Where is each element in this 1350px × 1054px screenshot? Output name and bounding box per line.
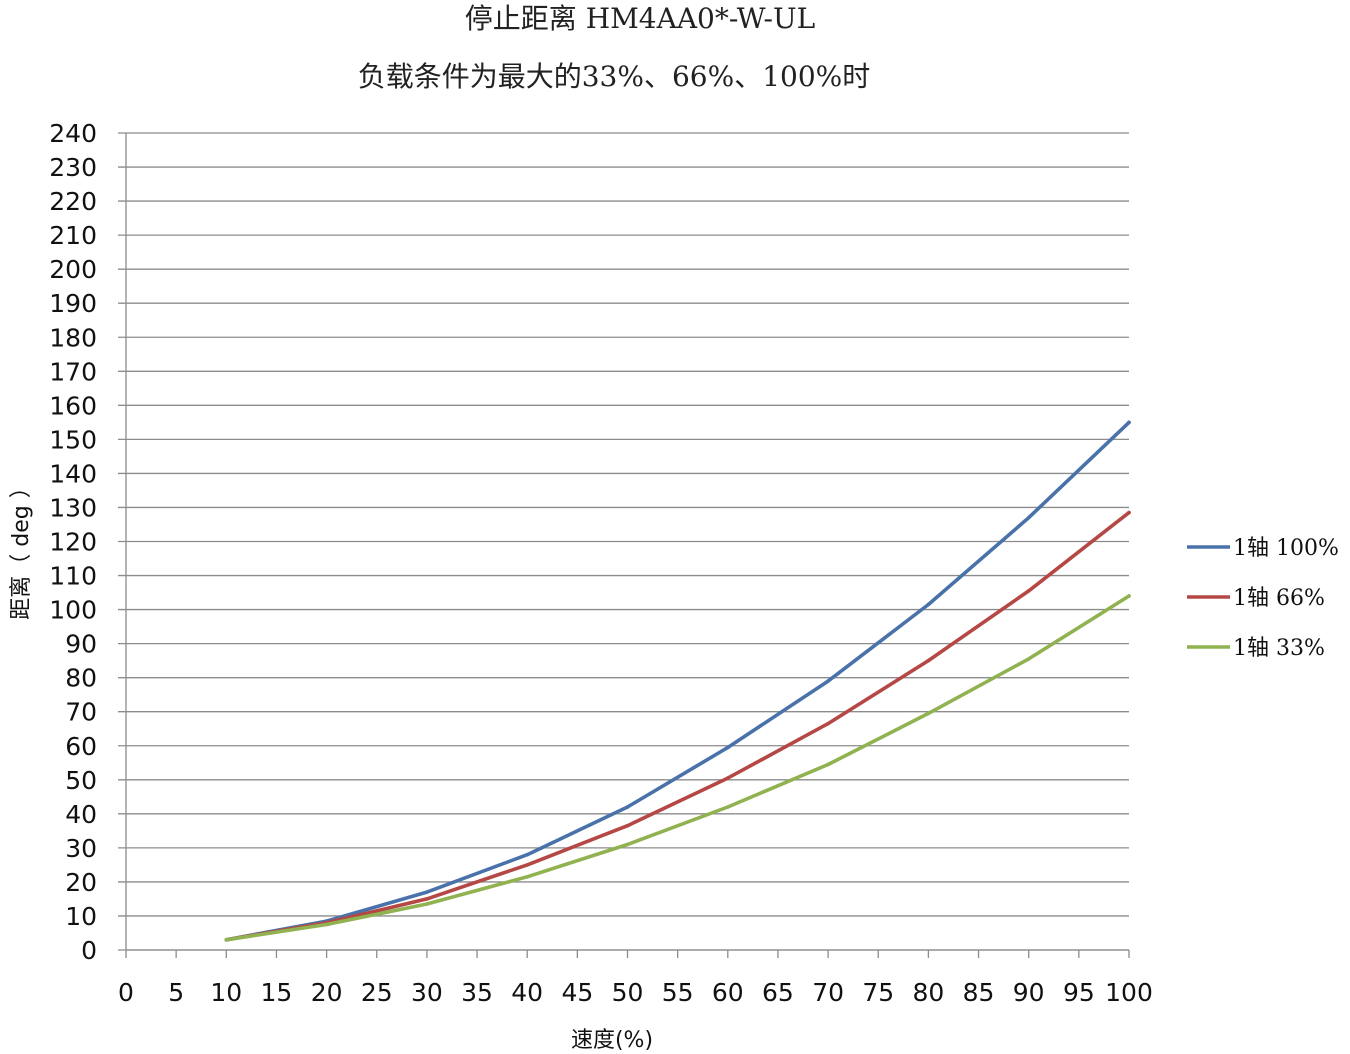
y-tick-label: 10	[65, 902, 97, 931]
y-tick-label: 170	[49, 357, 97, 386]
data-point	[926, 602, 931, 607]
y-tick-label: 230	[49, 153, 97, 182]
x-tick-label: 65	[762, 978, 794, 1007]
data-point	[826, 679, 830, 683]
legend: 1轴 100% 1轴 66% 1轴 33%	[1187, 536, 1339, 661]
data-point	[1026, 657, 1031, 661]
y-tick-label: 50	[65, 766, 97, 795]
x-tick-label: 20	[311, 978, 343, 1007]
data-point	[826, 721, 830, 726]
series-lines	[224, 420, 1131, 942]
y-tick-label: 190	[49, 289, 97, 318]
x-tick-label: 5	[168, 978, 184, 1007]
x-tick-label: 15	[261, 978, 293, 1007]
y-tick-label: 210	[49, 221, 97, 250]
gridlines	[118, 132, 1129, 951]
x-tick-label: 35	[461, 978, 493, 1007]
x-tick-label: 60	[712, 978, 744, 1007]
y-tick-label: 70	[65, 698, 97, 727]
y-tick-labels: 0 10 20 30 40 50 60 70 80 90 100 110 120 130 140 150 160…	[49, 119, 97, 965]
data-point	[1127, 420, 1131, 425]
x-tick-label: 25	[361, 978, 393, 1007]
data-point	[826, 762, 830, 767]
data-point	[425, 897, 429, 901]
data-point	[726, 776, 730, 780]
y-tick-label: 180	[49, 323, 97, 352]
y-tick-label: 200	[49, 255, 97, 284]
y-tick-label: 40	[65, 800, 97, 829]
data-point	[525, 875, 529, 879]
x-tick-label: 70	[812, 978, 844, 1007]
y-tick-label: 130	[49, 493, 97, 522]
data-point	[224, 937, 229, 942]
x-tick-label: 100	[1105, 978, 1153, 1007]
y-tick-label: 0	[81, 936, 97, 965]
data-point	[926, 711, 931, 716]
y-tick-label: 100	[49, 596, 97, 625]
y-tick-label: 120	[49, 528, 97, 557]
series-line-2	[224, 594, 1131, 942]
data-point	[1026, 589, 1031, 593]
data-point	[726, 805, 730, 809]
chart-title: 停止距离 HM4AA0*-W-UL	[465, 2, 815, 35]
legend-label-0: 1轴 100%	[1233, 536, 1339, 561]
series-line-1	[224, 510, 1131, 942]
data-point	[625, 823, 630, 828]
x-tick-label: 55	[662, 978, 694, 1007]
x-axis-label: 速度(%)	[571, 1028, 653, 1053]
data-point	[926, 658, 931, 663]
data-point	[625, 842, 630, 847]
y-tick-label: 140	[49, 459, 97, 488]
x-tick-label: 0	[118, 978, 134, 1007]
axes	[125, 133, 1130, 958]
data-point	[324, 922, 329, 927]
series-line-0	[224, 420, 1131, 942]
x-tick-label: 80	[912, 978, 944, 1007]
x-tick-label: 95	[1063, 978, 1095, 1007]
x-tick-label: 90	[1013, 978, 1045, 1007]
data-point	[625, 805, 630, 809]
data-point	[525, 852, 529, 857]
y-tick-label: 240	[49, 119, 97, 148]
chart-subtitle: 负载条件为最大的33%、66%、100%时	[358, 60, 871, 93]
x-tick-label: 75	[862, 978, 894, 1007]
data-point	[1127, 594, 1131, 598]
y-axis-label: 距离（ deg ）	[9, 476, 34, 619]
data-point	[425, 902, 429, 906]
y-tick-label: 60	[65, 732, 97, 761]
x-tick-label: 85	[963, 978, 995, 1007]
y-tick-label: 80	[65, 664, 97, 693]
x-tick-label: 30	[411, 978, 443, 1007]
data-point	[1127, 510, 1131, 515]
data-point	[425, 890, 429, 894]
legend-label-2: 1轴 33%	[1233, 636, 1325, 661]
y-tick-label: 110	[49, 562, 97, 591]
y-tick-label: 30	[65, 834, 97, 863]
x-tick-label: 45	[561, 978, 593, 1007]
legend-label-1: 1轴 66%	[1233, 586, 1325, 611]
data-point	[1026, 515, 1031, 520]
data-point	[726, 745, 730, 750]
data-point	[525, 863, 529, 867]
y-tick-label: 160	[49, 391, 97, 420]
x-tick-labels: 0 5 10 15 20 25 30 35 40 45 50 55 60 65 70 75 80 85 90 95 10…	[118, 978, 1153, 1007]
x-tick-label: 40	[511, 978, 543, 1007]
x-tick-label: 10	[210, 978, 242, 1007]
y-tick-label: 150	[49, 425, 97, 454]
y-tick-label: 20	[65, 868, 97, 897]
x-tick-label: 50	[612, 978, 644, 1007]
y-tick-label: 90	[65, 630, 97, 659]
y-tick-label: 220	[49, 187, 97, 216]
